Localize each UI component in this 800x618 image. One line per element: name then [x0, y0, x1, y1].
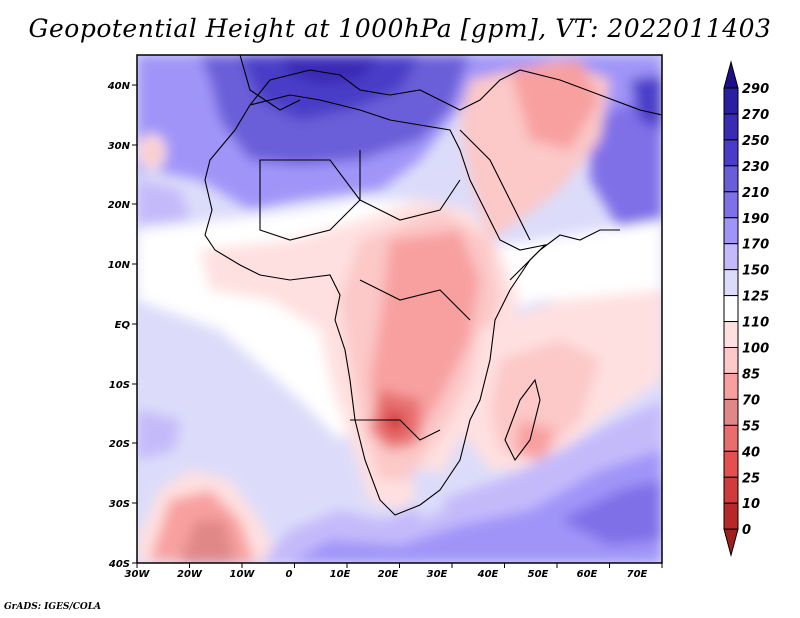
colorbar-swatch [723, 191, 739, 219]
height-field-contours [137, 55, 662, 563]
y-tick-label: EQ [115, 320, 131, 331]
central-africa-borders [359, 279, 471, 321]
colorbar-swatch [723, 424, 739, 452]
y-tick-label: 10S [109, 380, 130, 391]
colorbar-label: 110 [742, 316, 769, 331]
colorbar-label: 170 [742, 238, 769, 253]
y-tick-label: 30N [108, 141, 131, 152]
colorbar-label: 85 [742, 367, 760, 382]
colorbar-label: 125 [742, 290, 769, 305]
x-tick-label: 20W [177, 569, 203, 580]
x-axis: 30W 20W 10W 0 10E 20E 30E 40E 50E 60E 70… [125, 563, 663, 580]
colorbar-swatch [723, 87, 739, 115]
colorbar-label: 270 [742, 108, 769, 123]
colorbar-swatch [723, 113, 739, 141]
colorbar-label: 55 [742, 419, 760, 434]
colorbar-label: 25 [742, 471, 760, 486]
libya-egypt-borders [359, 150, 461, 221]
x-tick-label: 40E [477, 569, 499, 580]
map-plot-area [137, 55, 662, 563]
arabia-south-coast [509, 229, 620, 281]
colorbar-swatch [723, 502, 739, 530]
colorbar-swatch [723, 476, 739, 504]
colorbar-label: 70 [742, 393, 760, 408]
colorbar-swatch [723, 139, 739, 167]
x-tick-label: 10E [330, 569, 351, 580]
sahara-borders [259, 159, 361, 241]
colorbar-swatch [723, 450, 739, 478]
colorbar-arrow-top [723, 60, 739, 89]
colorbar-label: 150 [742, 264, 769, 279]
coastlines [204, 55, 662, 516]
footer-credit: GrADS: IGES/COLA [4, 602, 102, 612]
colorbar-label: 0 [742, 523, 751, 538]
colorbar-label: 250 [742, 134, 769, 149]
colorbar-label: 10 [742, 497, 760, 512]
colorbar-swatch [723, 165, 739, 193]
iberia-coast [239, 55, 301, 111]
colorbar-swatch [723, 372, 739, 400]
x-tick-label: 20E [378, 569, 399, 580]
x-tick-label: 0 [286, 569, 293, 580]
y-tick-label: 20S [109, 439, 130, 450]
x-tick-label: 70E [627, 569, 648, 580]
colorbar-swatch [723, 269, 739, 297]
africa-coastline [204, 94, 547, 516]
x-tick-label: 10W [230, 569, 256, 580]
x-tick-label: 30W [125, 569, 151, 580]
colorbar: 2902702502302101901701501251101008570554… [723, 60, 769, 558]
colorbar-swatch [723, 243, 739, 271]
colorbar-label: 40 [741, 445, 760, 460]
madagascar-coast [504, 378, 541, 462]
colorbar-swatch [723, 217, 739, 245]
colorbar-label: 290 [742, 82, 769, 97]
x-tick-label: 60E [577, 569, 598, 580]
y-tick-label: 40S [108, 559, 130, 570]
chart-title: Geopotential Height at 1000hPa [gpm], VT… [28, 14, 772, 43]
colorbar-swatch [723, 295, 739, 323]
colorbar-label: 210 [742, 186, 769, 201]
mediterranean-asia-coast [249, 69, 662, 116]
colorbar-label: 190 [742, 212, 769, 227]
red-sea-coast [459, 129, 531, 241]
colorbar-swatch [723, 321, 739, 348]
y-tick-label: 20N [108, 200, 131, 211]
colorbar-label: 100 [742, 342, 769, 357]
y-tick-label: 10N [108, 260, 131, 271]
southern-africa-borders [350, 419, 441, 441]
y-tick-label: 40N [107, 81, 131, 92]
x-tick-label: 30E [427, 569, 448, 580]
colorbar-label: 230 [742, 160, 769, 175]
colorbar-swatch [723, 347, 739, 374]
y-axis: 40N 30N 20N 10N EQ 10S 20S 30S 40S [107, 81, 137, 570]
y-tick-label: 30S [109, 499, 130, 510]
x-tick-label: 50E [528, 569, 549, 580]
colorbar-arrow-bottom [723, 528, 739, 558]
colorbar-swatch [723, 398, 739, 426]
